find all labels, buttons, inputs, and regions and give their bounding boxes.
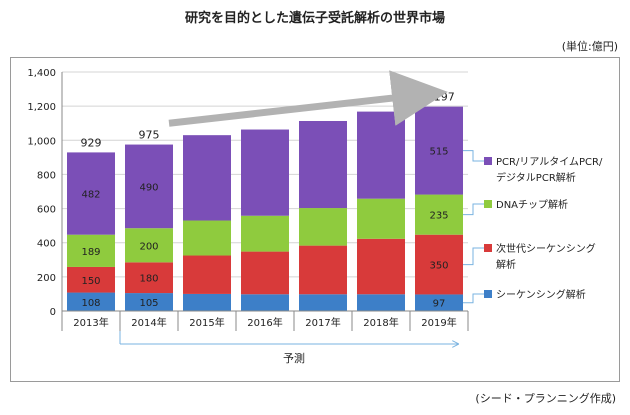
growth-trend-arrow xyxy=(168,70,448,127)
bar-segment-seq xyxy=(241,294,289,311)
legend-swatch-dna_chip xyxy=(484,200,492,208)
bar-segment-seq xyxy=(67,292,115,311)
x-tick-label: 2016年 xyxy=(247,316,282,329)
segment-value-label: 200 xyxy=(139,241,158,252)
y-tick-label: 800 xyxy=(37,170,56,181)
segment-value-label: 490 xyxy=(139,182,158,193)
y-tick-label: 1,200 xyxy=(27,102,56,113)
bar-segment-pcr xyxy=(183,135,231,221)
y-tick-label: 0 xyxy=(50,307,56,318)
legend-leader-line xyxy=(463,247,484,266)
bar-segment-seq xyxy=(125,293,173,311)
legend-label: PCR/リアルタイムPCR/ xyxy=(496,156,603,168)
segment-value-label: 150 xyxy=(81,276,100,287)
y-tick-label: 400 xyxy=(37,239,56,250)
bar-segment-dna_chip xyxy=(67,234,115,267)
y-tick-label: 200 xyxy=(37,273,56,284)
segment-value-label: 97 xyxy=(433,299,446,310)
legend-leader-line xyxy=(463,203,484,216)
legend-swatch-next_gen xyxy=(484,244,492,252)
bar-segment-dna_chip xyxy=(299,208,347,246)
segment-value-label: 108 xyxy=(81,298,100,309)
bar-segment-seq xyxy=(357,294,405,311)
bar-segment-next_gen xyxy=(183,255,231,294)
bar-segment-dna_chip xyxy=(415,194,463,235)
bar-segment-dna_chip xyxy=(357,198,405,239)
y-tick-label: 1,000 xyxy=(27,136,56,147)
x-tick-label: 2018年 xyxy=(363,316,398,329)
x-tick-label: 2019年 xyxy=(421,316,456,329)
segment-value-label: 482 xyxy=(81,190,100,201)
total-value-label: 975 xyxy=(139,129,160,142)
y-tick-label: 1,400 xyxy=(27,68,56,79)
bar-segment-pcr xyxy=(67,152,115,235)
bar-segment-dna_chip xyxy=(125,228,173,263)
bar-segment-pcr xyxy=(125,144,173,229)
legend-leader-line xyxy=(463,150,484,162)
bar-segment-pcr xyxy=(241,129,289,216)
chart-frame xyxy=(10,57,620,382)
legend-label: DNAチップ解析 xyxy=(496,198,568,211)
bar-segment-next_gen xyxy=(357,238,405,295)
legend-label: 解析 xyxy=(496,258,516,271)
legend-swatch-pcr xyxy=(484,157,492,165)
y-tick-label: 600 xyxy=(37,205,56,216)
x-tick-label: 2014年 xyxy=(131,316,166,329)
segment-value-label: 105 xyxy=(139,298,158,309)
bar-segment-seq xyxy=(415,294,463,311)
x-tick-label: 2013年 xyxy=(73,316,108,329)
legend-label: 次世代シーケンシング xyxy=(496,242,596,255)
total-value-label: 1,197 xyxy=(423,91,455,104)
bar-segment-seq xyxy=(299,294,347,311)
bar-segment-next_gen xyxy=(241,251,289,295)
legend-label: デジタルPCR解析 xyxy=(496,171,576,184)
x-tick-label: 2017年 xyxy=(305,316,340,329)
bar-segment-seq xyxy=(183,293,231,311)
total-value-label: 929 xyxy=(81,136,102,149)
x-axis: 2013年 2014年 2015年 2016年 2017年 2018年 2019年 xyxy=(61,310,469,331)
forecast-label: 予測 xyxy=(283,351,305,365)
bar-segment-next_gen xyxy=(67,266,115,293)
segment-value-label: 515 xyxy=(429,147,448,158)
annotations: 予測 xyxy=(119,70,458,365)
legend-swatch-seq xyxy=(484,290,492,298)
source-note: (シード・プランニング作成) xyxy=(475,392,616,405)
legend-label: シーケンシング解析 xyxy=(496,288,586,301)
bar-segment-next_gen xyxy=(415,234,463,295)
segment-value-label: 350 xyxy=(429,261,448,272)
bars xyxy=(67,106,463,311)
legend: PCR/リアルタイムPCR/デジタルPCR解析 DNAチップ解析次世代シーケンシン… xyxy=(463,150,603,304)
bar-segment-dna_chip xyxy=(241,215,289,252)
bar-segment-pcr xyxy=(299,120,347,209)
bar-segment-pcr xyxy=(357,111,405,199)
x-tick-label: 2015年 xyxy=(189,316,224,329)
chart-title: 研究を目的とした遺伝子受託解析の世界市場 xyxy=(184,11,445,26)
legend-leader-line xyxy=(463,293,484,304)
segment-value-label: 235 xyxy=(429,211,448,222)
bar-segment-dna_chip xyxy=(183,220,231,256)
unit-label: (単位:億円) xyxy=(561,40,618,53)
bar-segment-next_gen xyxy=(125,262,173,294)
bar-segment-next_gen xyxy=(299,245,347,295)
segment-value-label: 180 xyxy=(139,274,158,285)
y-axis: 0 200 400 600 800 1,000 1,200 1,400 xyxy=(27,68,63,318)
segment-value-label: 189 xyxy=(81,247,100,258)
